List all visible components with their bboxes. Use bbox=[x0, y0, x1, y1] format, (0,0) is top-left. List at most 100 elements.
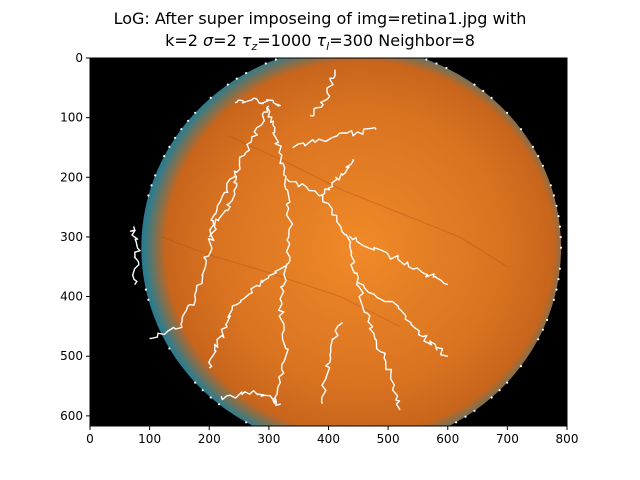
rim-edge-pixel bbox=[350, 448, 352, 450]
rim-edge-pixel bbox=[555, 204, 558, 207]
rim-edge-pixel bbox=[209, 396, 212, 399]
rim-edge-pixel bbox=[372, 447, 374, 449]
rim-edge-pixel bbox=[498, 389, 501, 392]
y-tick-label: 600 bbox=[60, 409, 83, 423]
edge-segment bbox=[208, 265, 286, 369]
y-tick-label: 0 bbox=[75, 51, 83, 65]
rim-edge-pixel bbox=[559, 236, 562, 239]
title-line-2: k=2 σ=2 τz=1000 τl=300 Neighbor=8 bbox=[165, 31, 475, 54]
rim-edge-pixel bbox=[541, 164, 545, 167]
x-tick-label: 700 bbox=[496, 432, 519, 446]
rim-edge-pixel bbox=[519, 128, 523, 131]
rim-edge-pixel bbox=[317, 48, 319, 50]
rim-edge-pixel bbox=[245, 421, 248, 424]
y-tick-label: 200 bbox=[60, 170, 83, 184]
y-tick-label: 300 bbox=[60, 230, 83, 244]
rim-edge-pixel bbox=[180, 128, 183, 131]
vessel-layer bbox=[161, 134, 508, 327]
rim-edge-pixel bbox=[464, 415, 467, 418]
rim-edge-pixel bbox=[168, 347, 171, 350]
rim-edge-pixel bbox=[245, 72, 248, 75]
rim-edge-pixel bbox=[285, 438, 287, 440]
rim-edge-pixel bbox=[168, 145, 171, 148]
rim-edge-pixel bbox=[147, 194, 150, 197]
edge-segment bbox=[149, 106, 269, 340]
chart-title: LoG: After super imposeing of img=retina… bbox=[0, 8, 640, 58]
rim-edge-pixel bbox=[235, 77, 238, 80]
retina-image bbox=[90, 58, 567, 426]
rim-edge-pixel bbox=[174, 136, 177, 139]
rim-edge-pixel bbox=[445, 66, 448, 70]
y-tick-label: 400 bbox=[60, 290, 83, 304]
rim-edge-pixel bbox=[473, 409, 476, 412]
rim-edge-pixel bbox=[285, 55, 287, 57]
rim-edge-pixel bbox=[147, 298, 150, 301]
rim-edge-pixel bbox=[144, 288, 147, 291]
edge-segment bbox=[348, 235, 449, 286]
rim-edge-pixel bbox=[194, 111, 197, 114]
rim-edge-pixel bbox=[482, 89, 485, 93]
rim-edge-pixel bbox=[549, 184, 552, 187]
rim-edge-pixel bbox=[455, 421, 458, 424]
edge-segment bbox=[234, 97, 282, 107]
x-tick-label: 500 bbox=[377, 432, 400, 446]
rim-edge-pixel bbox=[435, 62, 438, 65]
rim-edge-pixel bbox=[296, 52, 298, 54]
rim-edge-pixel bbox=[473, 83, 476, 86]
rim-edge-pixel bbox=[194, 381, 197, 384]
rim-edge-pixel bbox=[154, 174, 157, 177]
rim-edge-pixel bbox=[490, 96, 493, 99]
edge-segment bbox=[292, 126, 377, 149]
rim-edge-pixel bbox=[226, 83, 229, 86]
fundus-disc bbox=[141, 58, 561, 426]
rim-edge-pixel bbox=[296, 441, 298, 443]
rim-edge-pixel bbox=[415, 55, 417, 57]
rim-edge-pixel bbox=[425, 435, 427, 437]
rim-edge-pixel bbox=[557, 278, 560, 281]
rim-edge-pixel bbox=[218, 403, 221, 406]
edge-segment bbox=[208, 175, 238, 238]
rim-edge-pixel bbox=[506, 381, 509, 384]
x-tick-label: 300 bbox=[257, 432, 280, 446]
natural-vessel bbox=[161, 236, 401, 327]
x-tick-label: 600 bbox=[436, 432, 459, 446]
natural-vessel bbox=[226, 134, 508, 268]
rim-edge-pixel bbox=[531, 145, 535, 148]
y-tick-label: 100 bbox=[60, 111, 83, 125]
rim-edge-pixel bbox=[541, 328, 545, 331]
rim-edge-pixel bbox=[552, 298, 556, 301]
edge-overlay bbox=[129, 48, 563, 450]
rim-edge-pixel bbox=[425, 58, 428, 61]
rim-edge-pixel bbox=[555, 288, 558, 291]
rim-edge-pixel bbox=[537, 155, 540, 158]
y-tick-label: 500 bbox=[60, 349, 83, 363]
edge-segment bbox=[129, 226, 141, 285]
edge-segment bbox=[320, 321, 344, 405]
edge-segment bbox=[309, 69, 336, 117]
rim-edge-pixel bbox=[557, 215, 560, 218]
rim-edge-pixel bbox=[552, 194, 556, 197]
x-tick-label: 400 bbox=[317, 432, 340, 446]
title-line-1: LoG: After super imposeing of img=retina… bbox=[113, 9, 527, 28]
edge-segment bbox=[320, 158, 355, 197]
rim-edge-pixel bbox=[274, 58, 277, 61]
y-axis: 0 100 200 300 400 500 600 bbox=[60, 51, 90, 423]
rim-edge-pixel bbox=[201, 389, 204, 392]
rim-edge-pixel bbox=[163, 155, 166, 158]
rim-edge-pixel bbox=[187, 119, 190, 122]
x-tick-label: 800 bbox=[556, 432, 579, 446]
rim-edge-pixel bbox=[537, 338, 540, 341]
rim-edge-pixel bbox=[209, 96, 212, 99]
rim-edge-pixel bbox=[490, 396, 493, 399]
x-tick-label: 200 bbox=[198, 432, 221, 446]
x-axis: 0 100 200 300 400 500 600 700 800 bbox=[86, 426, 578, 446]
rim-edge-pixel bbox=[558, 267, 562, 270]
rim-edge-pixel bbox=[506, 111, 509, 114]
rim-edge-pixel bbox=[150, 184, 153, 187]
rim-edge-pixel bbox=[519, 365, 523, 368]
rim-edge-pixel bbox=[339, 448, 341, 450]
edge-segment bbox=[220, 390, 281, 406]
x-tick-label: 0 bbox=[86, 432, 94, 446]
rim-edge-pixel bbox=[546, 318, 549, 321]
